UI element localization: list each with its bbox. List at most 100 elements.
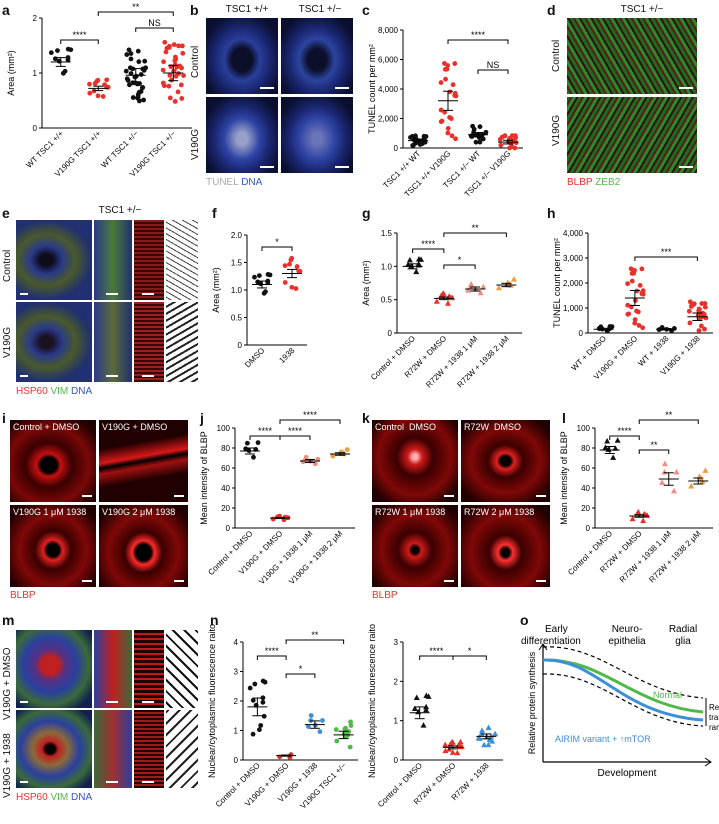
data-point	[250, 731, 256, 737]
x-tick-label: R72W + 1938 2 μM	[647, 529, 703, 585]
data-point	[52, 56, 58, 62]
data-point	[628, 266, 634, 272]
significance-bracket	[477, 69, 509, 74]
data-point	[255, 440, 261, 446]
micrograph-m3	[134, 630, 164, 708]
micrograph-b2	[281, 18, 353, 94]
data-point	[445, 130, 451, 136]
row-label-e-v190g: V190G	[2, 326, 13, 358]
data-point	[465, 287, 472, 293]
data-point	[411, 705, 418, 711]
micrograph-k3: R72W 1 μM 1938	[372, 505, 458, 587]
significance-bracket	[443, 264, 476, 269]
data-point	[346, 729, 352, 734]
data-point	[138, 72, 144, 77]
panel-d-title: TSC1 +/−	[620, 4, 664, 15]
legend-blbp-i: BLBP	[10, 590, 36, 601]
data-point	[513, 140, 519, 146]
data-point	[470, 123, 476, 129]
y-tick-label: 0	[238, 341, 243, 350]
data-point	[670, 487, 677, 494]
data-point	[247, 685, 253, 691]
data-point	[172, 54, 178, 60]
micrograph-e5	[16, 302, 92, 382]
y-tick-label: 60	[581, 464, 590, 473]
tile-label-i1: Control + DMSO	[13, 422, 80, 432]
data-point	[602, 444, 609, 450]
micrograph-m1	[16, 630, 92, 708]
row-label-e-control: Control	[2, 249, 13, 282]
data-point	[447, 741, 454, 747]
data-point	[629, 270, 635, 276]
data-point	[450, 82, 456, 88]
x-tick-label: WT TSC1 +/+	[24, 129, 65, 170]
y-tick-label: 4,000	[563, 229, 584, 238]
y-tick-label: 80	[221, 444, 230, 453]
data-point	[696, 306, 702, 312]
data-point	[348, 723, 354, 728]
significance-bracket	[60, 39, 99, 44]
data-point	[343, 725, 348, 731]
data-point	[453, 136, 458, 142]
y-tick-label: 2	[234, 697, 239, 706]
data-point	[166, 83, 172, 89]
data-point	[344, 447, 350, 452]
data-point	[702, 304, 708, 310]
micrograph-k2: R72W DMSO	[461, 420, 550, 502]
data-point	[128, 56, 134, 62]
significance-bracket	[256, 655, 287, 660]
data-point	[406, 256, 413, 263]
data-point	[125, 78, 131, 83]
y-axis-label: Relative protein synthesis	[527, 651, 537, 754]
legend-vim-e: VIM	[50, 386, 69, 397]
y-tick-label: 1.5	[231, 259, 243, 268]
significance-label: *	[468, 646, 472, 656]
data-point	[282, 280, 288, 285]
data-point	[334, 738, 340, 744]
significance-label: **	[650, 440, 658, 450]
y-axis-label: Nuclear/cytoplasmic fluorescence raito	[367, 624, 377, 778]
significance-bracket	[638, 449, 670, 454]
significance-bracket	[638, 419, 699, 424]
y-tick-label: 1	[234, 727, 239, 736]
data-point	[415, 260, 422, 267]
data-point	[661, 460, 668, 467]
x-tick-label: V190G + 1938 1 μM	[257, 529, 315, 587]
data-point	[635, 309, 641, 315]
range-label: translation	[709, 713, 719, 722]
data-point	[162, 39, 168, 45]
data-point	[637, 283, 643, 288]
data-point	[136, 59, 142, 65]
row-label-m1: V190G + DMSO	[2, 647, 13, 720]
data-point	[447, 89, 453, 95]
significance-label: ****	[471, 30, 486, 40]
data-point	[696, 328, 702, 333]
x-tick-label: 1938	[277, 346, 296, 365]
data-point	[468, 281, 475, 287]
micrograph-i2: V190G + DMSO	[99, 420, 188, 502]
data-point	[260, 678, 266, 684]
data-point	[305, 724, 311, 729]
data-point	[179, 96, 185, 101]
data-point	[671, 326, 677, 331]
data-point	[308, 713, 314, 718]
x-arrow-head	[704, 757, 712, 767]
significance-bracket	[634, 256, 698, 261]
panel-label-a: a	[2, 2, 10, 18]
data-point	[485, 724, 492, 730]
data-point	[172, 99, 178, 104]
data-point	[477, 139, 483, 145]
data-point	[265, 272, 271, 277]
row-label-v190g: V190G	[190, 128, 201, 160]
row-label-d-v190g: V190G	[551, 114, 562, 146]
data-point	[296, 268, 302, 274]
significance-label: **	[311, 630, 319, 640]
panel-label-d: d	[547, 2, 556, 18]
data-point	[179, 43, 185, 49]
data-point	[454, 749, 461, 756]
data-point	[163, 49, 169, 55]
legend-zeb2: ZEB2	[595, 177, 621, 188]
data-point	[330, 453, 336, 459]
y-tick-label: 0	[586, 524, 591, 533]
